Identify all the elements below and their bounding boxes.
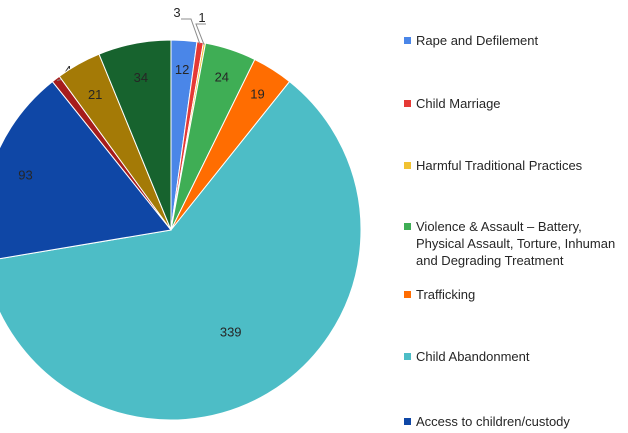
leader-line	[181, 18, 201, 45]
slice-value-label: 19	[250, 87, 264, 102]
slice-value-label: 24	[215, 70, 229, 85]
legend-swatch	[404, 418, 411, 425]
slice-value-label: 93	[18, 167, 32, 182]
legend-label: Harmful Traditional Practices	[416, 158, 583, 173]
legend-label: Violence & Assault – Battery, Physical A…	[416, 219, 616, 268]
slice-value-label: 1	[198, 10, 205, 25]
legend-swatch	[404, 353, 411, 360]
legend-item-child-marriage: Child Marriage	[404, 95, 624, 112]
legend-swatch	[404, 162, 411, 169]
legend-item-violence-assault: Violence & Assault – Battery, Physical A…	[404, 218, 624, 269]
slice-value-label: 12	[175, 62, 189, 77]
slice-value-label: 34	[134, 70, 148, 85]
legend-label: Child Abandonment	[416, 349, 530, 364]
pie-chart: 123124193399342134	[0, 5, 362, 421]
legend-label: Access to children/custody	[416, 414, 570, 429]
legend-label: Child Marriage	[416, 96, 501, 111]
slice-value-label: 339	[220, 325, 242, 340]
leader-line	[195, 23, 206, 45]
legend-item-access-custody: Access to children/custody	[404, 413, 624, 430]
pie-slice	[0, 80, 362, 421]
slice-value-label: 3	[173, 5, 180, 20]
legend-swatch	[404, 100, 411, 107]
legend-swatch	[404, 291, 411, 298]
slice-value-label: 21	[88, 87, 102, 102]
legend-item-child-abandonment: Child Abandonment	[404, 348, 624, 365]
chart-legend: Rape and Defilement Child Marriage Harmf…	[404, 0, 628, 433]
legend-label: Trafficking	[416, 287, 476, 302]
pie-slice	[0, 80, 172, 260]
legend-swatch	[404, 37, 411, 44]
pie-slice	[98, 39, 172, 231]
legend-item-rape: Rape and Defilement	[404, 32, 624, 49]
legend-swatch	[404, 223, 411, 230]
legend-item-harmful-practices: Harmful Traditional Practices	[404, 157, 624, 174]
legend-item-trafficking: Trafficking	[404, 286, 624, 303]
legend-label: Rape and Defilement	[416, 33, 539, 48]
